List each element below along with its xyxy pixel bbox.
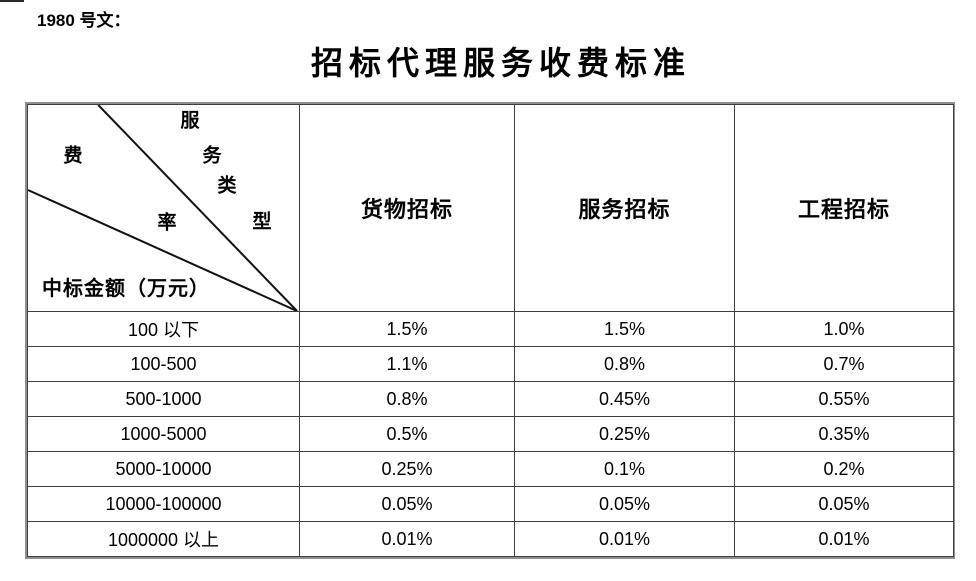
diagonal-divider-lines: [28, 105, 298, 311]
table-row: 500-1000 0.8% 0.45% 0.55%: [27, 381, 954, 417]
fee-cell: 0.05%: [514, 486, 735, 522]
fee-cell: 1.0%: [734, 311, 954, 347]
table-row: 5000-10000 0.25% 0.1% 0.2%: [27, 451, 954, 487]
fee-cell: 0.55%: [734, 381, 954, 417]
column-header-goods: 货物招标: [299, 104, 515, 312]
row-label: 5000-10000: [27, 451, 300, 487]
table-row: 100 以下 1.5% 1.5% 1.0%: [27, 311, 954, 347]
fee-cell: 0.7%: [734, 346, 954, 382]
fee-table: 费 率 服 务 类 型 中标金额（万元） 货物招标 服务招标 工程招标 100 …: [27, 104, 954, 557]
table-row: 1000-5000 0.5% 0.25% 0.35%: [27, 416, 954, 452]
fee-cell: 0.01%: [299, 521, 515, 557]
service-type-char: 务: [202, 145, 222, 167]
diagonal-corner: 费 率 服 务 类 型 中标金额（万元）: [28, 105, 299, 311]
fee-table-container: 费 率 服 务 类 型 中标金额（万元） 货物招标 服务招标 工程招标 100 …: [25, 102, 955, 559]
fee-cell: 0.25%: [299, 451, 515, 487]
fee-cell: 0.1%: [514, 451, 735, 487]
scan-artifact: [0, 0, 24, 2]
fee-cell: 0.05%: [299, 486, 515, 522]
table-row: 100-500 1.1% 0.8% 0.7%: [27, 346, 954, 382]
bid-amount-axis-label: 中标金额（万元）: [42, 278, 210, 300]
fee-cell: 0.01%: [734, 521, 954, 557]
fee-rate-char: 费: [63, 145, 83, 167]
fee-cell: 0.8%: [514, 346, 735, 382]
fee-cell: 0.25%: [514, 416, 735, 452]
fee-cell: 0.45%: [514, 381, 735, 417]
table-row: 10000-100000 0.05% 0.05% 0.05%: [27, 486, 954, 522]
row-label: 1000000 以上: [27, 521, 300, 557]
row-label: 10000-100000: [27, 486, 300, 522]
column-header-engineering: 工程招标: [734, 104, 954, 312]
fee-rate-char: 率: [157, 212, 177, 234]
service-type-char: 类: [217, 175, 237, 197]
header-row: 费 率 服 务 类 型 中标金额（万元） 货物招标 服务招标 工程招标: [27, 104, 954, 312]
fee-cell: 0.5%: [299, 416, 515, 452]
diagonal-corner-cell: 费 率 服 务 类 型 中标金额（万元）: [27, 104, 300, 312]
fee-cell: 0.01%: [514, 521, 735, 557]
service-type-char: 服: [180, 110, 200, 132]
fee-cell: 0.8%: [299, 381, 515, 417]
fee-cell: 1.1%: [299, 346, 515, 382]
column-header-services: 服务招标: [514, 104, 735, 312]
fee-cell: 1.5%: [514, 311, 735, 347]
fee-cell: 0.05%: [734, 486, 954, 522]
fee-cell: 1.5%: [299, 311, 515, 347]
doc-number-label: 1980 号文：: [37, 11, 131, 30]
row-label: 1000-5000: [27, 416, 300, 452]
table-row: 1000000 以上 0.01% 0.01% 0.01%: [27, 521, 954, 557]
row-label: 100 以下: [27, 311, 300, 347]
row-label: 500-1000: [27, 381, 300, 417]
page-title: 招标代理服务收费标准: [311, 45, 692, 81]
row-label: 100-500: [27, 346, 300, 382]
service-type-char: 型: [252, 211, 272, 233]
fee-cell: 0.35%: [734, 416, 954, 452]
fee-cell: 0.2%: [734, 451, 954, 487]
